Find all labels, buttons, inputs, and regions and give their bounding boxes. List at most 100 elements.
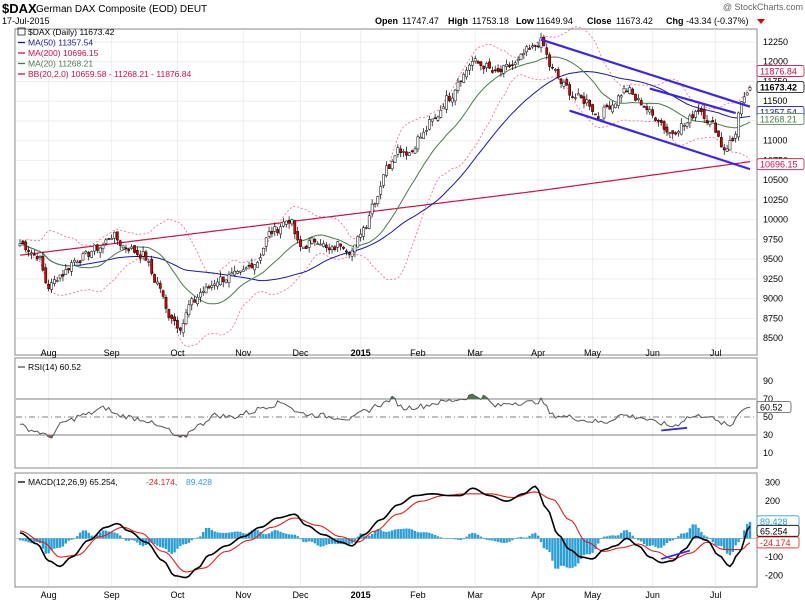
chg-label: Chg [666, 16, 684, 26]
macd-histogram-bar [173, 538, 176, 553]
candle [64, 264, 68, 276]
macd-histogram-bar [239, 531, 242, 539]
macd-histogram-bar [133, 538, 136, 541]
macd-histogram-bar [640, 538, 643, 542]
rsi-tick-label: 90 [763, 376, 773, 386]
macd-annotation: 65.254 [760, 526, 788, 536]
candle-body [502, 65, 506, 74]
macd-histogram-bar [319, 538, 322, 547]
candle [58, 274, 62, 282]
candle-body [556, 69, 560, 78]
candle-body [648, 109, 652, 113]
macd-histogram-bar [511, 538, 514, 541]
candle [433, 113, 437, 120]
candle-body [113, 232, 116, 239]
candle-body [499, 68, 503, 73]
candle [124, 244, 128, 254]
candle [207, 284, 211, 289]
candle-body [694, 111, 697, 118]
candle-body [316, 243, 320, 245]
candle-body [310, 237, 314, 244]
candle [44, 263, 48, 284]
macd-histogram-bar [482, 538, 485, 539]
candle-body [645, 106, 649, 111]
macd-histogram-bar [270, 531, 274, 539]
candle [385, 161, 388, 178]
macd-histogram-bar [84, 530, 88, 539]
candle-body [107, 238, 111, 240]
candle [551, 63, 554, 70]
candle-body [740, 101, 743, 115]
candle [694, 109, 697, 122]
macd-histogram-bar [293, 534, 297, 539]
candle [548, 52, 551, 71]
candle [539, 32, 543, 53]
candle-body [450, 97, 454, 103]
candle [571, 91, 574, 98]
candle [365, 225, 368, 230]
macd-histogram-bar [608, 535, 611, 539]
macd-histogram-bar [671, 538, 674, 541]
candle-body [133, 245, 136, 253]
macd-histogram-bar [473, 533, 477, 539]
x-tick-label: 2015 [351, 348, 371, 358]
macd-histogram-bar [519, 536, 523, 539]
candle-body [416, 136, 420, 150]
macd-histogram-bar [700, 531, 703, 539]
candle-body [93, 244, 96, 252]
open-label: Open [375, 16, 398, 26]
candle [387, 164, 391, 170]
macd-histogram-bar [107, 531, 110, 539]
macd-histogram-bar [505, 538, 508, 543]
macd-histogram-bar [471, 532, 474, 539]
macd-histogram-bar [199, 536, 202, 539]
candle-body [356, 236, 360, 248]
macd-histogram-bar [422, 532, 425, 539]
candle [459, 80, 463, 87]
candle-body [725, 148, 729, 152]
rsi-tick-label: 10 [763, 448, 773, 458]
candle-body [38, 256, 42, 258]
macd-histogram-bar [637, 538, 640, 541]
macd-histogram-bar [264, 534, 268, 539]
x-tick-label: Nov [235, 590, 252, 600]
candle-body [307, 240, 311, 248]
candle [178, 326, 182, 335]
macd-histogram-bar [494, 538, 497, 542]
candle [53, 275, 56, 287]
candle [24, 240, 28, 253]
candle [370, 199, 374, 218]
macd-tick-label: -100 [765, 552, 783, 562]
candle-body [187, 304, 191, 316]
candle-body [562, 81, 566, 87]
macd-signal-title: -24.174, [146, 477, 177, 487]
price-tick-label: 10000 [763, 215, 788, 225]
candle [32, 249, 36, 256]
candle-body [138, 254, 142, 259]
candle-body [284, 220, 288, 225]
candle-body [571, 96, 574, 98]
candle-body [470, 61, 474, 66]
x-tick-label: 2015 [351, 590, 371, 600]
candle-body [84, 251, 88, 254]
macd-histogram-bar [476, 534, 480, 539]
candle [436, 115, 440, 122]
candle [353, 244, 357, 258]
ma200-line [19, 161, 751, 256]
macd-histogram-bar [273, 530, 276, 539]
macd-histogram-bar [502, 538, 506, 543]
candle [224, 279, 228, 284]
macd-histogram-bar [668, 538, 672, 542]
candle [196, 294, 199, 307]
macd-histogram-bar [101, 530, 105, 539]
candle-body [244, 267, 248, 270]
candle-body [153, 274, 156, 283]
candle [513, 60, 517, 69]
macd-histogram-bar [327, 538, 331, 545]
candle-body [302, 246, 305, 249]
candle [161, 289, 165, 300]
macd-histogram-bar [230, 532, 234, 539]
candle-body [236, 271, 239, 274]
candle [181, 319, 185, 337]
price-annotation-box [756, 81, 805, 93]
